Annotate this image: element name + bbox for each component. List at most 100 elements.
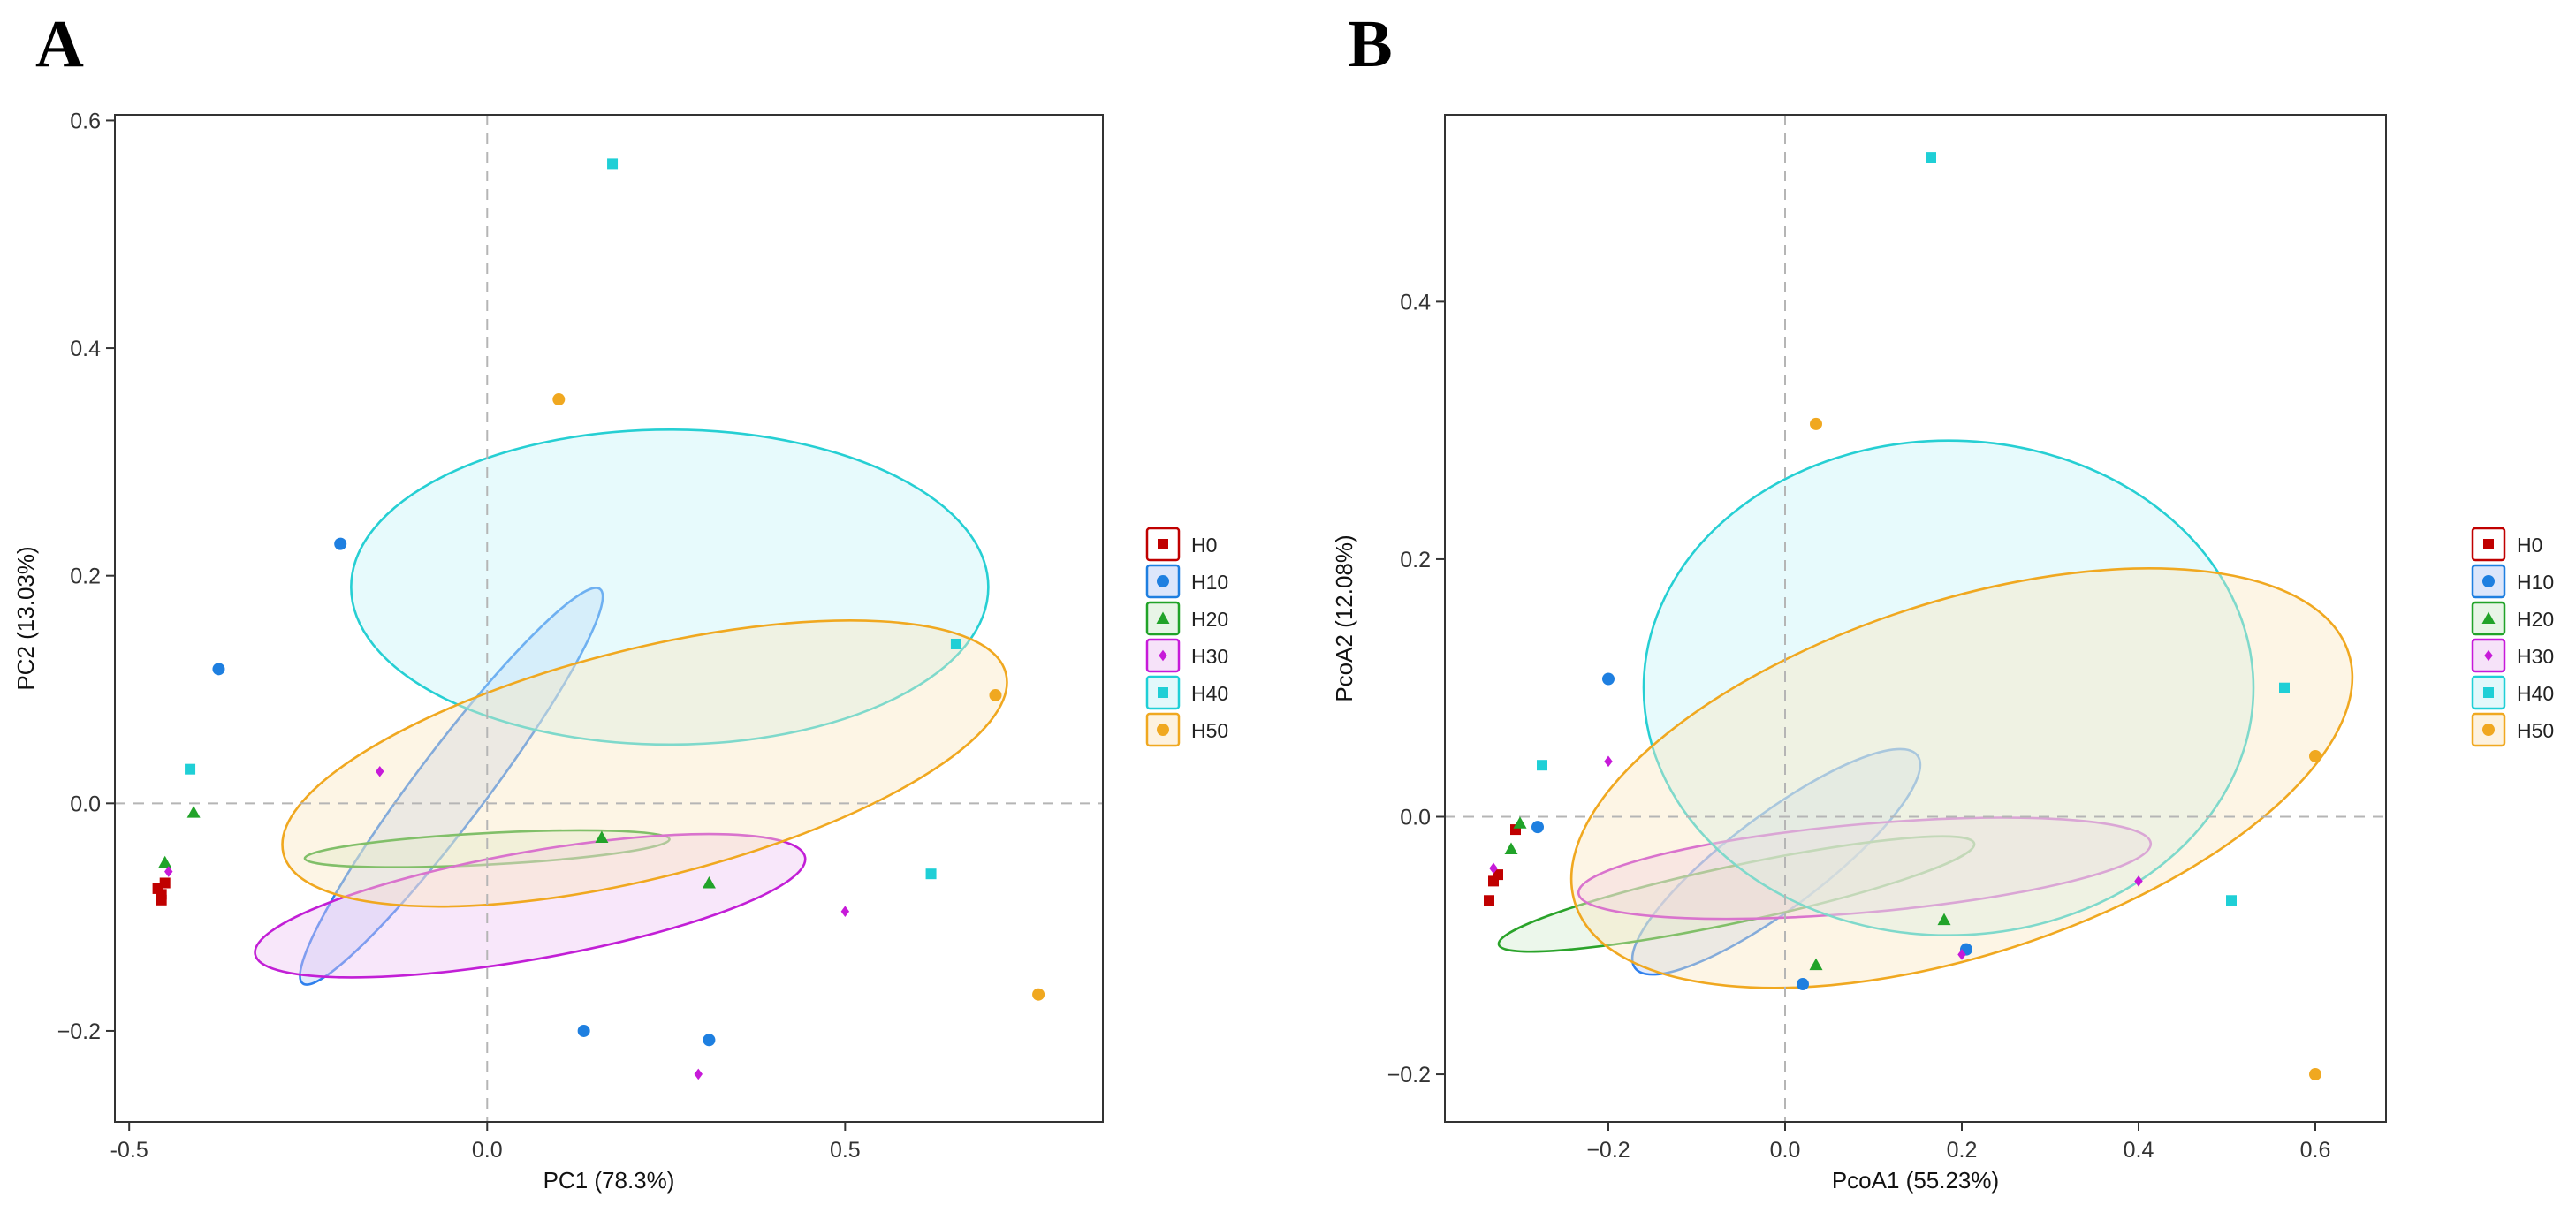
panel-b-point-h20-2 — [1504, 842, 1518, 854]
panel-a-point-h20-1 — [186, 806, 201, 818]
panel-b-legend-label-h20: H20 — [2517, 608, 2554, 631]
panel-a-legend: H0 H10 H20 H30 H40 H50 — [1145, 527, 1228, 747]
panel-b-x-tick-label: 0.6 — [2300, 1138, 2331, 1163]
panel-b-legend-item-h10: H10 — [2471, 564, 2554, 599]
panel-a-plot-frame — [114, 114, 1104, 1123]
panel-b-legend-marker-h20 — [2481, 611, 2496, 624]
panel-b-point-h10-3 — [1797, 978, 1809, 991]
panel-b-y-axis-title: PcoA2 (12.08%) — [1331, 534, 1357, 701]
panel-a-legend-label-h20: H20 — [1191, 608, 1228, 631]
panel-a-ellipse-h40 — [350, 428, 990, 746]
panel-a-legend-item-h10: H10 — [1145, 564, 1228, 599]
panel-a-x-tick-label: 0.0 — [472, 1138, 503, 1163]
panel-a-y-tick-label: −0.2 — [57, 1019, 101, 1044]
panel-b: B PcoA1 (55.23%) PcoA2 (12.08%) −0.2 0.0 0… — [1331, 7, 2554, 1194]
panel-a-point-h10-2 — [334, 537, 347, 550]
panel-b-point-h30-2 — [1489, 862, 1498, 875]
panel-a-point-h10-1 — [212, 663, 225, 676]
panel-b-x-tick-label: 0.4 — [2124, 1138, 2154, 1163]
panel-b-legend-marker-h10 — [2482, 575, 2495, 587]
panel-a-y-tick-label: 0.2 — [70, 565, 101, 589]
panel-a-legend-item-h30: H30 — [1145, 638, 1228, 673]
panel-b-y-tick-label: 0.4 — [1400, 290, 1431, 315]
panel-a-x-tick-label: -0.5 — [110, 1138, 148, 1163]
panel-b-letter: B — [1348, 7, 1393, 81]
panel-b-point-h30-4 — [1957, 949, 1966, 960]
panel-b-point-h0-3 — [1493, 869, 1503, 881]
panel-b-y-tick-label: 0.0 — [1400, 806, 1431, 830]
panel-a-ellipse-h10 — [299, 587, 604, 986]
panel-b-legend-item-h30: H30 — [2471, 638, 2554, 673]
panel-a-y-tick-label: 0.6 — [70, 109, 101, 133]
panel-b-y-tick-label: −0.2 — [1387, 1063, 1431, 1088]
panel-a: A PC1 (78.3%) PC2 (13.03%) -0.5 0.0 0.5 −0.… — [12, 7, 1228, 1194]
panel-a-legend-marker-h10 — [1157, 575, 1169, 587]
panel-a-legend-marker-h50 — [1157, 724, 1169, 736]
panel-a-ellipse-h30 — [254, 832, 807, 979]
panel-b-legend-label-h0: H0 — [2517, 534, 2542, 557]
panel-a-legend-marker-h30 — [1159, 649, 1167, 662]
panel-b-point-h50-2 — [2309, 749, 2321, 762]
panel-a-point-h30-1 — [376, 765, 384, 777]
panel-a-point-h40-1 — [607, 158, 619, 170]
panel-b-legend-label-h30: H30 — [2517, 645, 2554, 668]
panel-b-legend-label-h40: H40 — [2517, 682, 2554, 705]
panel-b-x-tick-label: 0.0 — [1770, 1138, 1801, 1163]
panel-b-legend-item-h20: H20 — [2471, 601, 2554, 636]
panel-b-legend-marker-h50 — [2482, 724, 2495, 736]
panel-b-point-h40-2 — [1537, 760, 1547, 771]
panel-a-point-h30-3 — [840, 906, 850, 917]
panel-a-point-h0-1 — [156, 894, 167, 906]
panel-a-point-h30-4 — [694, 1068, 703, 1080]
panel-a-x-axis-title: PC1 (78.3%) — [543, 1167, 675, 1194]
panel-a-legend-item-h20: H20 — [1145, 601, 1228, 636]
panel-a-point-h40-4 — [925, 868, 937, 880]
panel-a-legend-marker-h40 — [1158, 687, 1168, 698]
panel-a-legend-marker-h0 — [1158, 539, 1168, 549]
panel-b-point-h40-1 — [1926, 152, 1936, 163]
panel-b-point-h20-3 — [1937, 913, 1951, 926]
panel-b-ellipse-h50 — [1569, 567, 2354, 989]
panel-b-legend-item-h50: H50 — [2471, 712, 2554, 747]
panel-b-point-h50-1 — [1810, 417, 1822, 430]
panel-a-letter: A — [35, 7, 84, 81]
panel-b-plot-background — [1445, 115, 2386, 1122]
panel-a-legend-item-h50: H50 — [1145, 712, 1228, 747]
panel-a-point-h40-2 — [185, 763, 196, 775]
panel-a-legend-marker-h20 — [1156, 611, 1170, 624]
panel-a-point-h50-2 — [989, 688, 1002, 701]
panel-b-x-tick-label: −0.2 — [1586, 1138, 1630, 1163]
panel-a-point-h10-4 — [703, 1034, 716, 1047]
panel-b-legend-label-h10: H10 — [2517, 571, 2554, 594]
panel-a-y-tick-label: 0.0 — [70, 792, 101, 816]
panel-a-point-h0-4 — [159, 877, 171, 889]
panel-b-ellipse-h30 — [1577, 816, 2153, 921]
panel-b-legend-marker-h0 — [2483, 539, 2494, 549]
panel-a-point-h20-2 — [158, 855, 172, 868]
panel-a-legend-label-h30: H30 — [1191, 645, 1228, 668]
panel-a-point-h20-4 — [702, 875, 716, 889]
panel-a-legend-label-h50: H50 — [1191, 719, 1228, 742]
panel-b-point-h40-4 — [2226, 895, 2237, 906]
panel-b-point-h40-3 — [2279, 682, 2290, 693]
panel-b-point-h10-1 — [1602, 672, 1615, 686]
panel-a-x-tick-label: 0.5 — [830, 1138, 861, 1163]
panel-b-legend-marker-h30 — [2484, 649, 2493, 662]
panel-a-ellipse-h50 — [281, 619, 1008, 908]
panel-b-y-tick-label: 0.2 — [1400, 548, 1431, 572]
panel-b-legend-marker-h40 — [2483, 687, 2494, 698]
panel-a-point-h10-3 — [577, 1024, 590, 1037]
panel-b-point-h10-2 — [1531, 821, 1544, 834]
panel-b-point-h30-3 — [2134, 875, 2143, 887]
panel-b-ellipse-h20 — [1497, 835, 1976, 953]
panel-b-point-h0-1 — [1484, 895, 1494, 906]
panel-b-ellipse-h40 — [1642, 439, 2255, 937]
panel-b-legend-item-h0: H0 — [2471, 527, 2542, 562]
panel-b-point-h20-1 — [1513, 816, 1527, 829]
panel-b-point-h30-1 — [1604, 755, 1613, 768]
panel-a-plot-background — [115, 115, 1103, 1122]
panel-a-legend-item-h0: H0 — [1145, 527, 1217, 562]
panel-a-legend-label-h40: H40 — [1191, 682, 1228, 705]
panel-a-point-h30-2 — [164, 866, 173, 877]
